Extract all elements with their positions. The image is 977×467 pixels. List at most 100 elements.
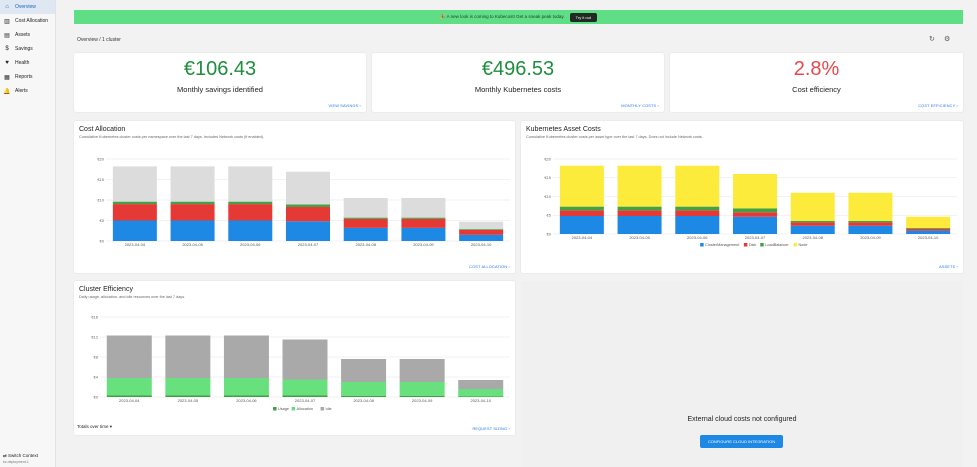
bar-segment: [223, 395, 269, 397]
asset-costs-title: Kubernetes Asset Costs: [526, 126, 601, 133]
switch-context-button[interactable]: ⇄ Switch Context kc-deployment-1: [3, 453, 38, 465]
sidebar-item-alerts[interactable]: 🔔 Alerts: [0, 84, 55, 98]
bar-segment: [675, 206, 720, 211]
bar-segment: [228, 204, 273, 221]
bar-segment: [228, 220, 273, 241]
sidebar-item-savings[interactable]: $ Savings: [0, 42, 55, 56]
bar-segment: [459, 234, 504, 241]
bar-segment: [112, 204, 157, 221]
bar-segment: [223, 378, 269, 396]
x-tick-label: 2023-04-07: [298, 242, 319, 247]
bar-segment: [559, 210, 604, 216]
x-tick-label: 2023-04-05: [178, 398, 199, 403]
sidebar-item-label: Health: [15, 60, 30, 66]
legend-label: Allocation: [297, 407, 313, 411]
x-tick-label: 2023-04-04: [119, 398, 140, 403]
bar-segment: [165, 335, 211, 378]
sidebar-item-label: Assets: [15, 32, 31, 38]
banner-text: 🎉 A new look is coming to Kubecost! Get …: [439, 14, 565, 19]
legend-swatch: [760, 243, 764, 247]
bar-segment: [617, 206, 662, 211]
cost-efficiency-link[interactable]: COST EFFICIENCY ›: [918, 104, 958, 108]
sidebar-item-health[interactable]: ♥ Health: [0, 56, 55, 70]
legend-swatch: [320, 407, 325, 411]
configure-cloud-integration-button[interactable]: CONFIGURE CLOUD INTEGRATION: [700, 435, 783, 448]
bar-segment: [459, 221, 504, 230]
bar-segment: [733, 208, 777, 213]
cluster-efficiency-title: Cluster Efficiency: [79, 286, 133, 293]
bar-segment: [733, 216, 777, 234]
y-tick-label: €10: [97, 197, 104, 202]
bar-segment: [343, 218, 388, 228]
sidebar-item-reports[interactable]: ▦ Reports: [0, 70, 55, 84]
refresh-icon[interactable]: ↻: [929, 36, 935, 43]
sidebar-item-label: Cost Allocation: [15, 18, 49, 24]
bar-segment: [341, 382, 387, 396]
heart-icon: ♥: [5, 60, 9, 66]
bar-segment: [399, 396, 445, 397]
x-tick-label: 2023-04-09: [860, 235, 881, 240]
cost-allocation-link[interactable]: COST ALLOCATION ›: [469, 265, 510, 269]
monthly-costs-link[interactable]: MONTHLY COSTS ›: [621, 104, 659, 108]
bar-segment: [906, 216, 951, 228]
bar-segment: [617, 210, 662, 216]
bar-segment: [675, 216, 720, 234]
legend-swatch: [291, 407, 296, 411]
bar-segment: [401, 217, 446, 219]
try-it-out-button[interactable]: Try it out: [569, 12, 597, 22]
x-tick-label: 2023-04-06: [236, 398, 257, 403]
bar-segment: [286, 221, 330, 241]
bar-segment: [286, 204, 330, 207]
assets-link[interactable]: ASSETS ›: [939, 265, 958, 269]
bar-segment: [458, 389, 504, 397]
bar-segment: [228, 201, 273, 205]
bar-segment: [559, 206, 604, 211]
bar-segment: [848, 222, 893, 226]
asset-costs-subtitle: Cumulative Kubernetes cluster costs per …: [526, 135, 703, 139]
legend-label: Usage: [278, 407, 289, 411]
sidebar-item-label: Reports: [15, 74, 33, 80]
y-tick-label: €10: [544, 194, 551, 199]
bar-segment: [165, 378, 211, 396]
bar-segment: [343, 227, 388, 241]
x-tick-label: 2023-04-07: [295, 398, 316, 403]
y-tick-label: €8: [94, 354, 99, 359]
gear-icon[interactable]: ⚙: [944, 36, 951, 43]
savings-label: Monthly savings identified: [177, 85, 263, 94]
legend-swatch: [793, 243, 797, 247]
switch-context-label: Switch Context: [8, 453, 39, 458]
bar-segment: [401, 218, 446, 228]
cloud-costs-message: External cloud costs not configured: [687, 416, 797, 423]
bar-segment: [282, 339, 328, 380]
cost-allocation-card: Cost Allocation Cumulative Kubernetes cl…: [74, 121, 515, 273]
cost-allocation-subtitle: Cumulative Kubernetes cluster costs per …: [79, 135, 265, 139]
view-savings-link[interactable]: VIEW SAVINGS ›: [328, 104, 361, 108]
sidebar-item-label: Savings: [15, 46, 33, 52]
switch-icon: ⇄: [3, 453, 7, 458]
legend-label: ClusterManagement: [705, 243, 740, 247]
sidebar-item-cost-allocation[interactable]: ▥ Cost Allocation: [0, 14, 55, 28]
bar-segment: [112, 220, 157, 241]
totals-over-time-select[interactable]: Totals over time ▾: [77, 424, 113, 429]
monthly-costs-value: €496.53: [481, 58, 555, 80]
bar-segment: [341, 396, 387, 397]
x-tick-label: 2023-04-08: [802, 235, 823, 240]
sidebar-item-overview[interactable]: ⌂ Overview: [0, 0, 55, 14]
report-icon: ▦: [4, 74, 10, 81]
y-tick-label: €0: [547, 231, 552, 236]
asset-costs-card: Kubernetes Asset Costs Cumulative Kubern…: [521, 121, 963, 273]
request-sizing-link[interactable]: REQUEST SIZING ›: [472, 427, 510, 431]
bar-segment: [106, 378, 152, 396]
x-tick-label: 2023-04-09: [412, 398, 433, 403]
bar-segment: [459, 229, 504, 230]
x-tick-label: 2023-04-04: [572, 235, 593, 240]
sidebar-item-assets[interactable]: ▤ Assets: [0, 28, 55, 42]
x-tick-label: 2023-04-06: [687, 235, 708, 240]
bell-icon: 🔔: [3, 88, 11, 95]
legend-label: LoadBalancer: [765, 243, 789, 247]
cluster-efficiency-chart: €0 €4 €8 €12 €16 2023-04-04 2023-04-05 2023-04-…: [91, 314, 510, 411]
bar-segment: [675, 165, 720, 207]
x-tick-label: 2023-04-09: [413, 242, 434, 247]
bar-segment: [343, 197, 388, 218]
efficiency-label: Cost efficiency: [792, 85, 841, 94]
